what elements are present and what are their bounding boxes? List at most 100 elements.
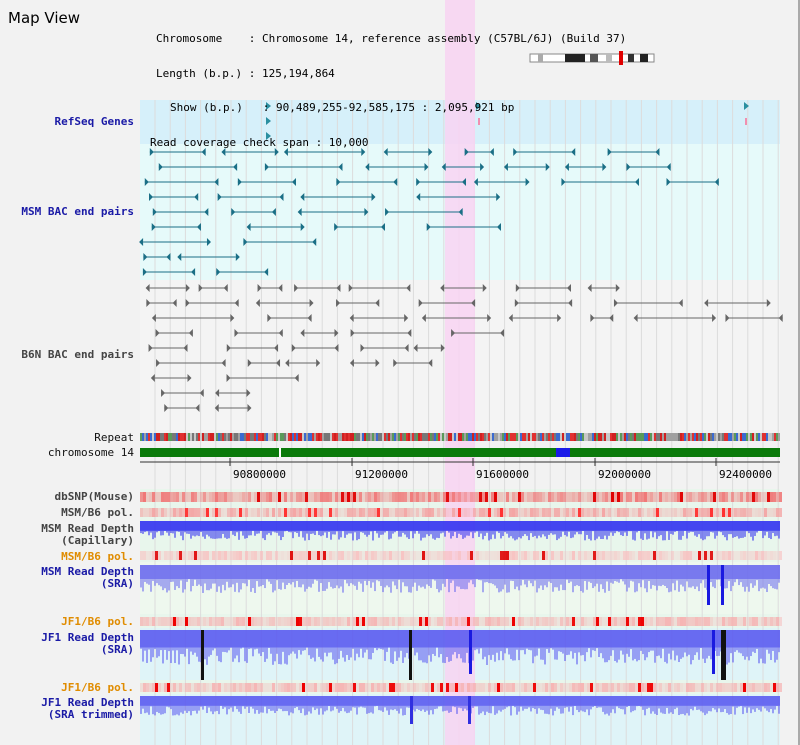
read-depth-bar [516,630,518,650]
read-depth-bar [612,521,614,536]
bac-end-marker [148,344,153,352]
read-depth-bar [256,696,258,711]
track-label-msm-depth-sra[interactable]: MSM Read Depth [41,565,134,578]
read-depth-bar [768,630,770,654]
track-label-jf1-b6-pol-1[interactable]: JF1/B6 pol. [61,615,134,628]
polymorphism-cell [623,617,626,626]
polymorphism-cell [692,551,695,560]
polymorphism-cell [374,617,377,626]
read-depth-bar [572,630,574,659]
polymorphism-cell [701,551,704,560]
read-depth-bar [520,696,522,707]
read-depth-bar [638,630,640,661]
track-label-msm-b6-pol-2[interactable]: MSM/B6 pol. [61,550,134,563]
polymorphism-cell [239,492,242,502]
track-label-jf1-depth-trimmed[interactable]: JF1 Read Depth [41,696,134,709]
repeat-element [768,433,770,441]
track-label-dbsnp[interactable]: dbSNP(Mouse) [54,490,134,503]
read-depth-bar [312,565,314,584]
bac-end-marker [424,163,429,171]
polymorphism-cell [539,551,542,560]
read-depth-bar [192,521,194,536]
polymorphism-cell [725,508,728,517]
read-depth-bar [264,630,266,662]
polymorphism-cell [227,683,230,692]
bac-end-marker [375,299,380,307]
polymorphism-cell [674,508,677,517]
track-label-refseq-genes[interactable]: RefSeq Genes [54,115,134,128]
track-label-repeat[interactable]: Repeat [94,431,134,444]
polymorphism-cell [470,551,473,560]
polymorphism-cell [224,683,227,692]
track-label-jf1-b6-pol-2[interactable]: JF1/B6 pol. [61,681,134,694]
polymorphism-cell [527,492,530,502]
track-label-msm-bac[interactable]: MSM BAC end pairs [21,205,134,218]
read-depth-bar [546,521,548,539]
repeat-element [144,433,146,441]
polymorphism-cell [224,508,227,517]
polymorphism-cell [455,551,458,560]
polymorphism-cell [665,551,668,560]
read-depth-bar [592,630,594,651]
read-depth-bar [734,521,736,538]
polymorphism-cell [377,508,380,517]
bac-end-marker [185,284,190,292]
read-depth-bar [334,696,336,707]
repeat-element [620,433,622,441]
read-depth-bar [524,565,526,585]
polymorphism-cell [689,551,692,560]
read-depth-bar [188,565,190,580]
read-depth-bar [566,565,568,580]
polymorphism-cell [521,492,524,502]
polymorphism-cell [518,683,521,692]
polymorphism-cell [734,492,737,502]
polymorphism-cell [599,683,602,692]
polymorphism-cell [335,492,338,502]
polymorphism-cell [425,617,428,626]
read-depth-bar [594,521,596,541]
read-depth-bar [594,696,596,707]
polymorphism-cell [182,508,185,517]
read-depth-bar [734,696,736,715]
read-depth-bar [534,521,536,536]
read-depth-bar [156,696,158,712]
read-depth-bar [288,521,290,533]
track-label-msm-depth-capillary[interactable]: MSM Read Depth [41,522,134,535]
read-depth-bar [302,696,304,709]
repeat-element [404,433,406,441]
read-depth-bar [556,521,558,541]
read-depth-bar [200,696,202,707]
polymorphism-cell [767,551,770,560]
read-depth-bar [530,696,532,712]
polymorphism-cell [173,492,176,502]
read-depth-bar [744,630,746,660]
bac-end-marker [237,178,242,186]
track-label-b6n-bac[interactable]: B6N BAC end pairs [21,348,134,361]
repeat-element [216,433,218,441]
polymorphism-cell [614,551,617,560]
read-depth-bar [356,696,358,715]
polymorphism-cell [497,508,500,517]
polymorphism-cell [767,683,770,692]
read-depth-bar [164,521,166,531]
read-depth-bar [470,565,472,581]
polymorphism-cell [470,683,473,692]
polymorphism-cell [254,551,257,560]
polymorphism-cell [404,508,407,517]
polymorphism-cell [275,551,278,560]
repeat-element [374,433,376,441]
read-depth-bar [674,521,676,532]
bac-end-marker [187,374,192,382]
read-depth-bar [340,630,342,651]
polymorphism-cell [482,492,485,502]
read-depth-bar [664,696,666,714]
polymorphism-cell [254,683,257,692]
polymorphism-cell [152,617,155,626]
read-depth-bar [540,521,542,538]
polymorphism-cell [296,551,299,560]
polymorphism-cell [161,508,164,517]
read-depth-bar [450,630,452,661]
track-label-jf1-depth-sra[interactable]: JF1 Read Depth [41,631,134,644]
track-label-msm-b6-pol-1[interactable]: MSM/B6 pol. [61,506,134,519]
